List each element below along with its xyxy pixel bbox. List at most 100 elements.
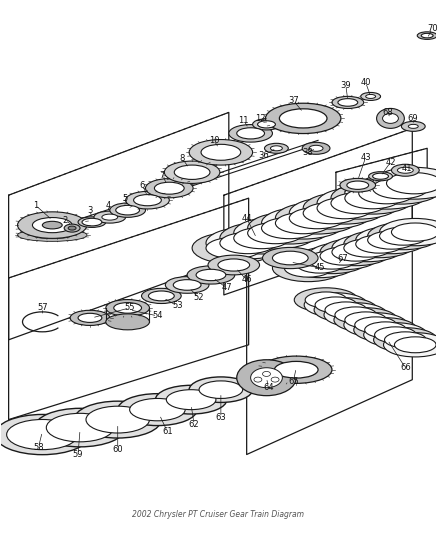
Ellipse shape (314, 297, 356, 313)
Text: 12: 12 (255, 114, 265, 123)
Ellipse shape (275, 213, 330, 234)
Ellipse shape (308, 146, 322, 151)
Ellipse shape (391, 164, 418, 176)
Ellipse shape (189, 140, 252, 165)
Ellipse shape (252, 119, 280, 130)
Ellipse shape (78, 217, 106, 228)
Ellipse shape (384, 332, 425, 348)
Text: 11: 11 (238, 116, 248, 125)
Ellipse shape (374, 327, 415, 343)
Text: 66: 66 (399, 363, 410, 372)
Text: 10: 10 (208, 136, 219, 145)
Text: 61: 61 (162, 427, 172, 436)
Ellipse shape (304, 293, 367, 317)
Ellipse shape (257, 121, 275, 128)
Text: 70: 70 (426, 24, 436, 33)
Ellipse shape (236, 128, 264, 139)
Text: 43: 43 (360, 153, 370, 162)
Ellipse shape (261, 207, 344, 239)
Text: 59: 59 (73, 450, 83, 459)
Ellipse shape (284, 259, 331, 277)
Text: 68: 68 (381, 108, 392, 117)
Ellipse shape (173, 280, 201, 290)
Ellipse shape (192, 232, 275, 264)
Ellipse shape (18, 229, 87, 241)
Ellipse shape (416, 32, 436, 39)
Ellipse shape (367, 231, 414, 249)
Ellipse shape (333, 308, 396, 332)
Ellipse shape (313, 298, 377, 322)
Ellipse shape (233, 217, 316, 249)
Ellipse shape (279, 109, 326, 128)
Ellipse shape (145, 179, 193, 198)
Ellipse shape (148, 291, 174, 301)
Ellipse shape (198, 381, 242, 399)
Text: 6: 6 (140, 181, 145, 190)
Ellipse shape (141, 288, 181, 303)
Ellipse shape (343, 313, 406, 337)
Text: 2: 2 (62, 216, 67, 224)
Ellipse shape (86, 406, 149, 433)
Ellipse shape (372, 173, 388, 179)
Ellipse shape (205, 227, 289, 259)
Ellipse shape (296, 246, 367, 273)
Text: 39: 39 (340, 81, 350, 90)
Ellipse shape (189, 377, 252, 402)
Ellipse shape (82, 219, 102, 226)
Text: 53: 53 (172, 301, 182, 310)
Ellipse shape (376, 108, 403, 128)
Ellipse shape (106, 314, 149, 330)
Ellipse shape (46, 413, 113, 442)
Ellipse shape (261, 217, 316, 239)
Ellipse shape (334, 307, 376, 323)
Ellipse shape (307, 243, 379, 270)
Text: 60: 60 (112, 445, 123, 454)
Ellipse shape (154, 182, 184, 194)
Text: 38: 38 (302, 148, 313, 157)
Ellipse shape (110, 203, 145, 217)
Text: 64: 64 (262, 383, 273, 392)
Ellipse shape (284, 251, 355, 278)
Ellipse shape (316, 198, 372, 219)
Ellipse shape (233, 228, 289, 249)
Ellipse shape (331, 235, 403, 262)
Ellipse shape (353, 318, 416, 342)
Ellipse shape (129, 399, 185, 421)
Ellipse shape (407, 124, 417, 128)
Ellipse shape (68, 226, 76, 230)
Ellipse shape (102, 214, 117, 220)
Ellipse shape (274, 361, 318, 378)
Ellipse shape (383, 333, 438, 357)
Ellipse shape (331, 243, 379, 261)
Ellipse shape (272, 251, 307, 265)
Ellipse shape (355, 235, 403, 253)
Ellipse shape (272, 254, 343, 281)
Ellipse shape (381, 114, 398, 123)
Ellipse shape (262, 247, 318, 269)
Ellipse shape (217, 259, 249, 271)
Ellipse shape (113, 303, 141, 313)
Text: 58: 58 (33, 443, 44, 452)
Ellipse shape (201, 144, 240, 160)
Text: 7: 7 (159, 171, 165, 180)
Ellipse shape (391, 223, 438, 241)
Ellipse shape (74, 401, 161, 438)
Ellipse shape (271, 377, 279, 382)
Text: 67: 67 (337, 254, 347, 263)
Ellipse shape (393, 337, 435, 353)
Ellipse shape (365, 94, 375, 99)
Text: 47: 47 (221, 284, 232, 293)
Ellipse shape (303, 203, 358, 224)
Text: 69: 69 (406, 114, 417, 123)
Ellipse shape (316, 187, 399, 219)
Ellipse shape (250, 368, 282, 387)
Ellipse shape (253, 377, 261, 382)
Text: 42: 42 (384, 158, 395, 167)
Ellipse shape (363, 322, 426, 347)
Ellipse shape (339, 179, 375, 192)
Ellipse shape (270, 146, 282, 151)
Ellipse shape (34, 408, 125, 447)
Text: 44: 44 (241, 214, 251, 223)
Text: 63: 63 (215, 413, 226, 422)
Ellipse shape (42, 221, 62, 229)
